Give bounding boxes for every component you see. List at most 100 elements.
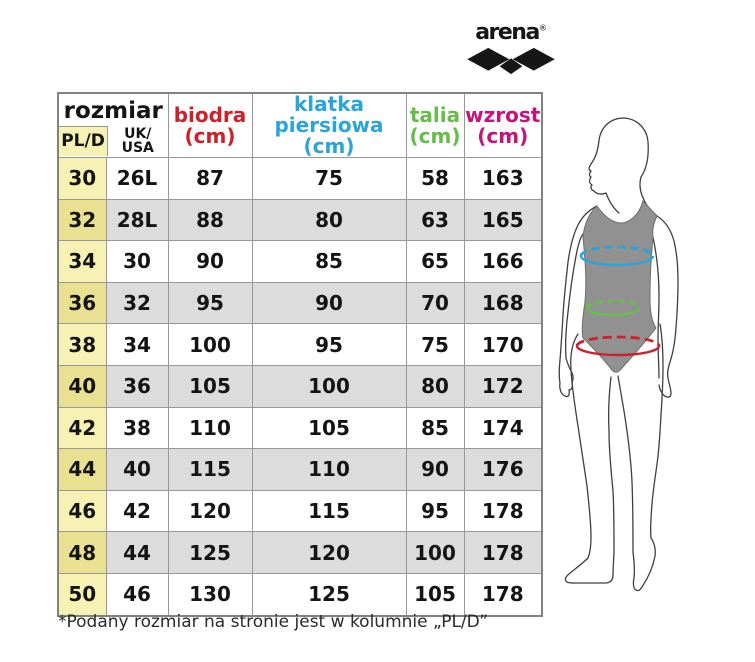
table-row: 44 40 115 110 90 176 — [57, 448, 543, 491]
table-row: 34 30 90 85 65 166 — [57, 240, 543, 283]
table-row: 38 34 100 95 75 170 — [57, 323, 543, 366]
cell-pl: 34 — [57, 240, 107, 283]
swimsuit-shape — [581, 200, 658, 373]
footnote: *Podany rozmiar na stronie jest w kolumn… — [58, 612, 489, 632]
cell-uk: 38 — [105, 406, 169, 450]
cell-wzrost: 170 — [463, 323, 543, 366]
cell-pl: 50 — [57, 572, 107, 617]
cell-klatka: 95 — [251, 323, 407, 366]
arena-brand-text: arena — [475, 20, 540, 45]
cell-wzrost: 172 — [463, 364, 543, 408]
cell-talia: 75 — [405, 323, 465, 366]
cell-pl: 36 — [57, 281, 107, 325]
cell-pl: 46 — [57, 489, 107, 533]
cell-pl: 32 — [57, 198, 107, 242]
table-row: 48 44 125 120 100 178 — [57, 531, 543, 574]
cell-talia: 90 — [405, 448, 465, 491]
uk-label-line1: UK/ — [124, 125, 152, 142]
arena-logo: arena® — [464, 22, 558, 75]
cell-pl: 30 — [57, 157, 107, 200]
cell-pl: 38 — [57, 323, 107, 366]
column-header-pl-d: PL/D — [59, 125, 108, 156]
cell-uk: 42 — [105, 489, 169, 533]
waist-measure-ellipse — [585, 299, 641, 317]
cell-talia: 85 — [405, 406, 465, 450]
size-table-header: rozmiar PL/D UK/ USA biodra (cm) — [57, 92, 543, 158]
cell-talia: 100 — [405, 531, 465, 574]
table-row: 50 46 130 125 105 178 — [57, 572, 543, 617]
body-measurement-figure — [558, 117, 679, 592]
cell-wzrost: 174 — [463, 406, 543, 450]
registered-mark-icon: ® — [538, 23, 547, 33]
table-row: 42 38 110 105 85 174 — [57, 406, 543, 450]
hip-measure-ellipse — [575, 335, 661, 357]
cell-talia: 58 — [405, 157, 465, 200]
talia-line2: (cm) — [409, 123, 461, 148]
cell-biodra: 100 — [167, 323, 253, 366]
cell-uk: 28L — [105, 198, 169, 242]
table-row: 32 28L 88 80 63 165 — [57, 198, 543, 242]
cell-klatka: 120 — [251, 531, 407, 574]
column-header-rozmiar: rozmiar PL/D UK/ USA — [57, 92, 169, 158]
cell-biodra: 90 — [167, 240, 253, 283]
cell-wzrost: 165 — [463, 198, 543, 242]
wzrost-line1: wzrost — [465, 102, 541, 127]
cell-biodra: 130 — [167, 572, 253, 617]
cell-pl: 40 — [57, 364, 107, 408]
cell-uk: 36 — [105, 364, 169, 408]
cell-wzrost: 178 — [463, 531, 543, 574]
table-row: 36 32 95 90 70 168 — [57, 281, 543, 325]
cell-klatka: 110 — [251, 448, 407, 491]
cell-biodra: 125 — [167, 531, 253, 574]
column-header-talia: talia (cm) — [405, 92, 465, 158]
cell-talia: 80 — [405, 364, 465, 408]
size-table: rozmiar PL/D UK/ USA biodra (cm) — [57, 92, 543, 617]
cell-uk: 40 — [105, 448, 169, 491]
cell-biodra: 110 — [167, 406, 253, 450]
header-row: rozmiar PL/D UK/ USA biodra (cm) — [57, 92, 543, 158]
biodra-line1: biodra — [173, 102, 247, 127]
size-table-body: 30 26L 87 75 58 163 32 28L 88 80 63 165 … — [57, 157, 543, 617]
uk-label-line2: USA — [121, 139, 154, 156]
cell-klatka: 105 — [251, 406, 407, 450]
rozmiar-title: rozmiar — [63, 97, 163, 124]
cell-biodra: 88 — [167, 198, 253, 242]
cell-klatka: 125 — [251, 572, 407, 617]
cell-wzrost: 163 — [463, 157, 543, 200]
biodra-line2: (cm) — [184, 123, 236, 148]
cell-biodra: 95 — [167, 281, 253, 325]
arena-diamonds-icon — [467, 47, 555, 75]
cell-wzrost: 166 — [463, 240, 543, 283]
cell-uk: 32 — [105, 281, 169, 325]
klatka-line2: piersiowa (cm) — [274, 113, 384, 158]
cell-wzrost: 168 — [463, 281, 543, 325]
column-header-uk-usa: UK/ USA — [108, 125, 167, 156]
cell-talia: 70 — [405, 281, 465, 325]
cell-talia: 95 — [405, 489, 465, 533]
cell-klatka: 90 — [251, 281, 407, 325]
cell-klatka: 115 — [251, 489, 407, 533]
cell-talia: 65 — [405, 240, 465, 283]
cell-uk: 34 — [105, 323, 169, 366]
wzrost-line2: (cm) — [477, 123, 529, 148]
cell-uk: 30 — [105, 240, 169, 283]
cell-pl: 42 — [57, 406, 107, 450]
table-row: 40 36 105 100 80 172 — [57, 364, 543, 408]
cell-klatka: 85 — [251, 240, 407, 283]
klatka-line1: klatka — [293, 93, 364, 116]
chest-measure-ellipse — [579, 245, 655, 267]
table-row: 30 26L 87 75 58 163 — [57, 157, 543, 200]
cell-biodra: 120 — [167, 489, 253, 533]
cell-pl: 44 — [57, 448, 107, 491]
body-outline — [558, 117, 679, 592]
cell-talia: 63 — [405, 198, 465, 242]
cell-wzrost: 178 — [463, 572, 543, 617]
cell-uk: 44 — [105, 531, 169, 574]
cell-uk: 26L — [105, 157, 169, 200]
cell-klatka: 80 — [251, 198, 407, 242]
column-header-biodra: biodra (cm) — [167, 92, 253, 158]
cell-uk: 46 — [105, 572, 169, 617]
cell-talia: 105 — [405, 572, 465, 617]
column-header-klatka-piersiowa: klatka piersiowa (cm) — [251, 92, 407, 158]
